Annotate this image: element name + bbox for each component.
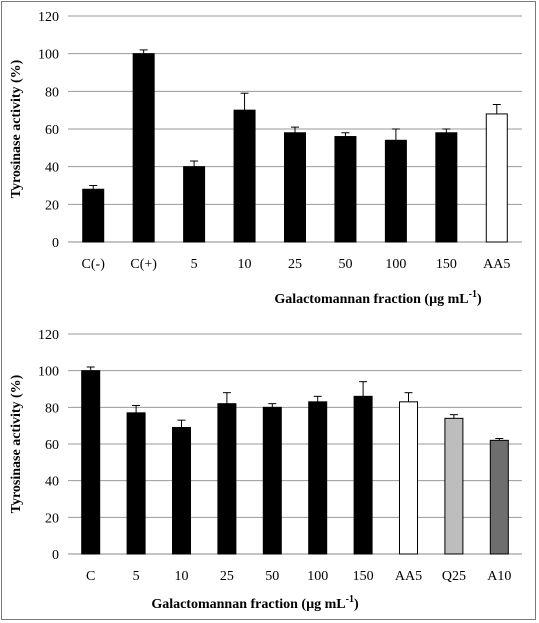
y-tick-label: 80 <box>45 401 59 416</box>
x-tick-label: Q25 <box>442 569 466 584</box>
x-axis-title-sup: -1 <box>346 594 354 605</box>
bar <box>217 403 237 555</box>
x-tick-label: 5 <box>191 257 198 272</box>
bar <box>81 370 101 555</box>
bar <box>233 109 256 243</box>
x-tick-label: 10 <box>238 257 252 272</box>
x-tick-label: 25 <box>220 569 234 584</box>
bar <box>172 427 191 555</box>
x-axis-title-sup: -1 <box>469 289 477 300</box>
y-tick-label: 40 <box>45 161 59 176</box>
bar <box>308 401 328 555</box>
x-tick-label: 100 <box>307 569 328 584</box>
y-tick-label: 60 <box>45 438 59 453</box>
x-tick-label: 50 <box>265 569 279 584</box>
bar <box>132 53 155 243</box>
bar <box>284 132 306 243</box>
bar <box>399 401 418 555</box>
x-tick-label: 100 <box>385 257 406 272</box>
y-tick-label: 20 <box>45 198 59 213</box>
bar <box>384 139 407 243</box>
y-axis-title: Tyrosinase activity (%) <box>9 59 24 198</box>
x-tick-label: 50 <box>338 257 352 272</box>
bar <box>183 166 206 243</box>
x-axis-title: Galactomannan fraction (µg mL-1) <box>274 289 482 307</box>
x-axis-title: Galactomannan fraction (µg mL-1) <box>151 594 359 612</box>
y-axis-title: Tyrosinase activity (%) <box>9 374 24 513</box>
x-tick-label: A10 <box>487 569 511 584</box>
y-tick-label: 0 <box>52 236 59 251</box>
bar <box>262 406 282 555</box>
y-tick-label: 80 <box>45 85 59 100</box>
y-tick-label: 40 <box>45 475 59 490</box>
y-tick-label: 60 <box>45 123 59 138</box>
y-tick-label: 100 <box>38 48 59 63</box>
bar <box>489 439 509 555</box>
bar <box>485 113 508 243</box>
x-tick-label: AA5 <box>483 257 510 272</box>
y-tick-label: 120 <box>38 10 59 25</box>
bar <box>444 417 464 555</box>
x-tick-label: C <box>86 569 95 584</box>
y-tick-label: 0 <box>52 548 59 563</box>
x-tick-label: 25 <box>288 257 302 272</box>
bar <box>334 136 357 243</box>
x-axis-title-tail: ) <box>477 292 482 307</box>
x-tick-label: 5 <box>133 569 140 584</box>
x-tick-label: AA5 <box>395 569 422 584</box>
bar <box>126 412 146 555</box>
x-tick-label: C(+) <box>130 257 157 272</box>
bar <box>82 188 105 243</box>
x-tick-label: C(-) <box>82 257 106 272</box>
x-axis-title-main: Galactomannan fraction (µg mL <box>274 292 468 307</box>
bar <box>353 395 373 555</box>
chart-bottom: 0 20 40 60 80 100 120 C 5 10 25 50 100 150 AA5 Q25 A10 Ty… <box>9 328 522 612</box>
y-tick-label: 120 <box>38 328 59 343</box>
x-axis-title-tail: ) <box>354 597 359 612</box>
y-tick-label: 20 <box>45 511 59 526</box>
y-tick-label: 100 <box>38 365 59 380</box>
chart-top: 0 20 40 60 80 100 120 C(-) C(+) 5 10 25 50 100 150 AA5 T… <box>9 10 522 307</box>
x-tick-label: 150 <box>436 257 457 272</box>
bar <box>435 132 458 243</box>
x-axis-title-main: Galactomannan fraction (µg mL <box>151 597 345 612</box>
x-tick-label: 150 <box>353 569 374 584</box>
x-tick-label: 10 <box>175 569 189 584</box>
